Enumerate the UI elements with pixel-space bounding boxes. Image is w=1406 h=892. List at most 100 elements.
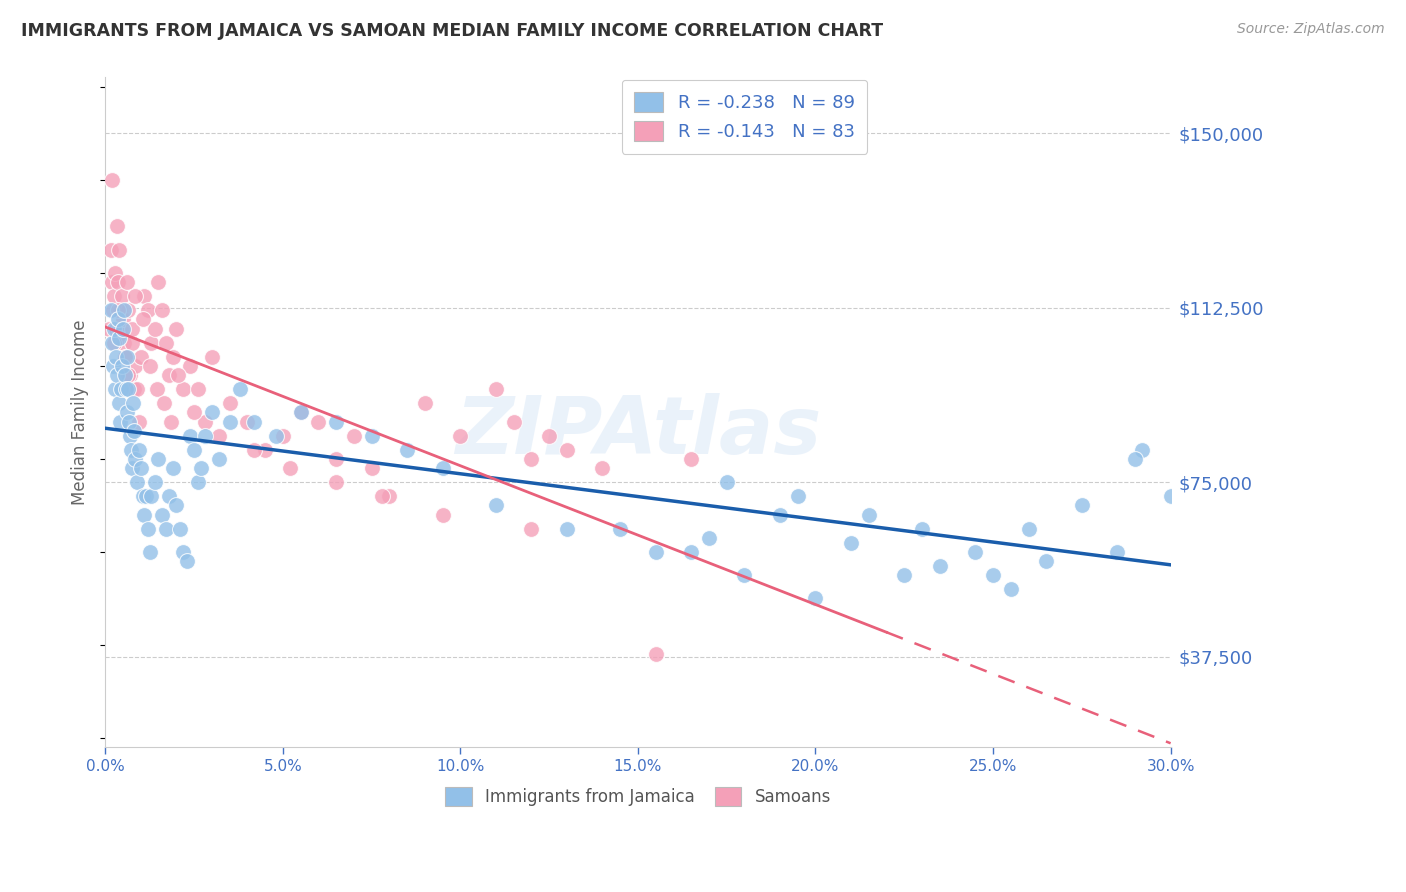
Point [169,522,191,536]
Point [432,461,454,475]
Point [111,312,134,326]
Point [1018,522,1040,536]
Point [396,442,419,457]
Point [121,335,143,350]
Point [121,321,143,335]
Point [167,368,190,383]
Point [111,359,134,373]
Point [981,568,1004,582]
Point [127,475,149,490]
Point [307,415,329,429]
Point [165,499,187,513]
Point [243,442,266,457]
Point [1160,489,1182,503]
Point [520,522,543,536]
Point [697,531,720,545]
Point [325,451,347,466]
Point [157,489,180,503]
Point [502,415,524,429]
Y-axis label: Median Family Income: Median Family Income [72,319,89,505]
Point [117,382,139,396]
Point [555,442,578,457]
Point [449,428,471,442]
Point [107,275,129,289]
Point [325,475,347,490]
Point [371,489,394,503]
Point [114,368,136,383]
Point [138,359,160,373]
Point [179,428,201,442]
Point [432,508,454,522]
Point [117,368,139,383]
Point [157,368,180,383]
Point [136,522,159,536]
Point [162,461,184,475]
Point [644,648,666,662]
Point [290,405,312,419]
Point [194,415,217,429]
Point [179,359,201,373]
Point [733,568,755,582]
Point [101,303,124,318]
Point [105,368,128,383]
Point [1107,545,1129,559]
Point [112,303,135,318]
Point [183,442,205,457]
Point [229,382,252,396]
Point [271,428,294,442]
Point [911,522,934,536]
Point [183,405,205,419]
Point [115,405,138,419]
Point [121,461,143,475]
Point [360,428,382,442]
Point [1070,499,1092,513]
Point [114,382,136,396]
Point [278,461,301,475]
Point [127,382,149,396]
Point [253,442,276,457]
Point [100,275,122,289]
Point [120,428,142,442]
Point [120,442,142,457]
Point [108,321,131,335]
Point [100,303,122,318]
Point [218,415,240,429]
Point [591,461,613,475]
Point [172,382,194,396]
Point [122,382,145,396]
Point [208,428,231,442]
Point [128,442,150,457]
Point [114,350,136,364]
Point [681,545,703,559]
Point [138,545,160,559]
Point [150,508,173,522]
Point [129,350,152,364]
Point [187,382,209,396]
Point [143,321,166,335]
Point [208,451,231,466]
Point [378,489,401,503]
Point [111,321,134,335]
Point [1000,582,1022,597]
Point [343,428,366,442]
Point [155,522,177,536]
Point [124,359,146,373]
Point [117,303,139,318]
Text: Source: ZipAtlas.com: Source: ZipAtlas.com [1237,22,1385,37]
Point [218,396,240,410]
Point [111,289,134,303]
Point [609,522,631,536]
Point [243,415,266,429]
Point [1130,442,1153,457]
Point [114,350,136,364]
Point [413,396,436,410]
Point [134,289,156,303]
Point [194,428,217,442]
Point [148,275,170,289]
Point [105,219,128,234]
Point [290,405,312,419]
Point [98,321,121,335]
Point [176,554,198,568]
Point [201,350,224,364]
Point [110,321,132,335]
